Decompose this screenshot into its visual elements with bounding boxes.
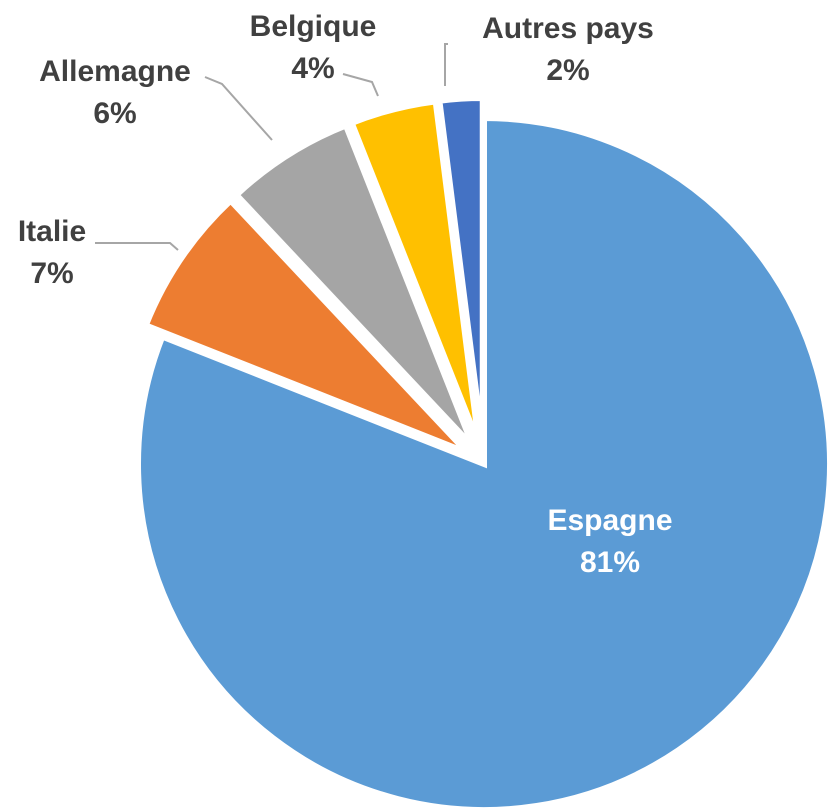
pie-slice [347,98,483,446]
pie-slice [436,95,486,445]
leader-line [342,73,379,97]
leader-line [444,43,448,86]
slice-label: Espagne [547,504,672,537]
slice-value-label: 2% [546,54,589,87]
leader-line [95,242,179,251]
slice-label: Belgique [250,10,377,43]
slice-label: Italie [18,215,86,248]
slice-label: Allemagne [39,55,191,88]
slice-value-label: 7% [30,257,73,290]
pie-slice [141,196,470,456]
slice-value-label: 81% [580,546,640,579]
leader-line [204,76,273,141]
slice-value-label: 6% [93,97,136,130]
pie-slice [135,114,828,810]
slice-value-label: 4% [291,52,334,85]
slice-label: Autres pays [482,12,654,45]
pie-slice [232,121,477,450]
